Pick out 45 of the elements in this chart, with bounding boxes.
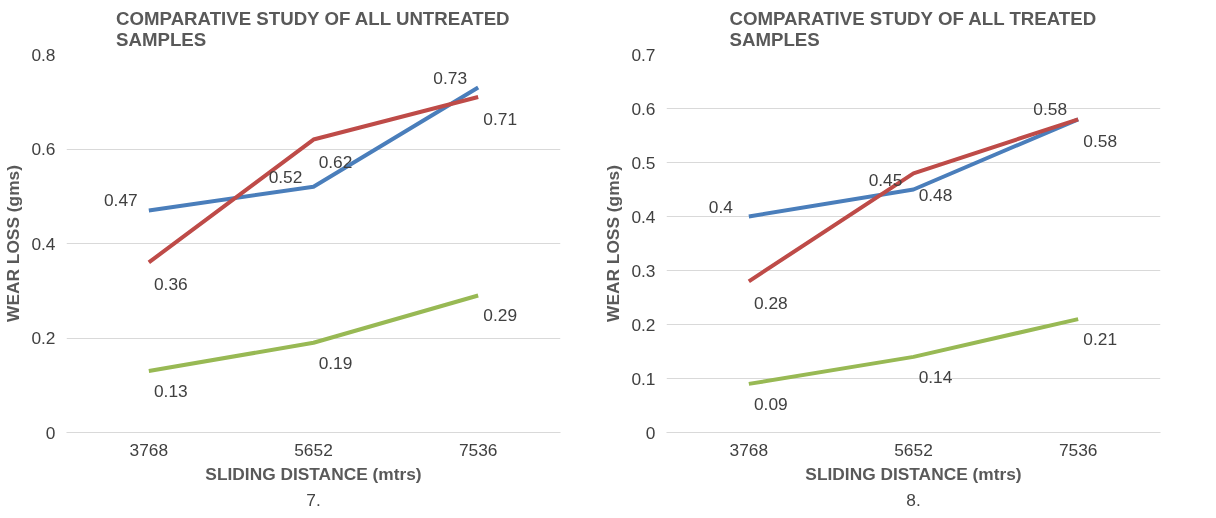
data-label: 0.29 bbox=[483, 305, 518, 326]
y-axis-title: WEAR LOSS (gms) bbox=[3, 165, 24, 322]
x-axis-title: SLIDING DISTANCE (mtrs) bbox=[205, 463, 422, 484]
data-label: 0.73 bbox=[433, 67, 468, 88]
y-tick-label: 0.7 bbox=[631, 44, 656, 65]
y-tick-label: 0 bbox=[645, 422, 656, 443]
y-tick-label: 0.5 bbox=[631, 152, 656, 173]
y-tick-label: 0 bbox=[45, 422, 56, 443]
y-tick-label: 0.1 bbox=[631, 368, 656, 389]
x-tick-label: 5652 bbox=[294, 439, 333, 460]
x-tick-label: 7536 bbox=[1058, 439, 1098, 460]
y-axis-title: WEAR LOSS (gms) bbox=[603, 165, 624, 322]
data-label: 0.52 bbox=[268, 166, 303, 187]
x-tick-label: 7536 bbox=[458, 439, 498, 460]
y-tick-label: 0.8 bbox=[31, 44, 56, 65]
data-label: 0.45 bbox=[868, 169, 903, 190]
data-label: 0.36 bbox=[153, 274, 188, 295]
x-tick-label: 3768 bbox=[129, 439, 169, 460]
data-label: 0.19 bbox=[318, 352, 353, 373]
data-label: 0.21 bbox=[1083, 329, 1118, 350]
data-label: 0.47 bbox=[103, 190, 138, 211]
y-tick-label: 0.4 bbox=[631, 206, 656, 227]
x-tick-label: 5652 bbox=[894, 439, 933, 460]
y-tick-label: 0.6 bbox=[631, 98, 656, 119]
data-label: 0.09 bbox=[753, 393, 788, 414]
x-tick-label: 3768 bbox=[729, 439, 769, 460]
data-label: 0.62 bbox=[318, 151, 353, 172]
data-label: 0.58 bbox=[1083, 131, 1118, 152]
data-label: 0.28 bbox=[753, 293, 788, 314]
chart-title: COMPARATIVE STUDY OF ALL UNTREATED SAMPLES bbox=[116, 7, 510, 50]
text: 8. bbox=[906, 489, 921, 510]
text: 7. bbox=[306, 489, 321, 510]
x-axis-title: SLIDING DISTANCE (mtrs) bbox=[805, 463, 1022, 484]
data-label: 0.48 bbox=[918, 185, 953, 206]
data-label: 0.4 bbox=[708, 196, 734, 217]
y-tick-label: 0.2 bbox=[631, 314, 656, 335]
chart-title: COMPARATIVE STUDY OF ALL TREATED SAMPLES bbox=[729, 7, 1097, 50]
y-tick-label: 0.3 bbox=[631, 260, 656, 281]
data-label: 0.71 bbox=[483, 109, 518, 130]
data-label: 0.14 bbox=[918, 366, 953, 387]
y-tick-label: 0.2 bbox=[31, 328, 56, 348]
data-label: 0.58 bbox=[1033, 99, 1068, 120]
y-tick-label: 0.4 bbox=[31, 233, 56, 254]
data-label: 0.13 bbox=[153, 381, 188, 402]
y-tick-label: 0.6 bbox=[31, 139, 56, 159]
